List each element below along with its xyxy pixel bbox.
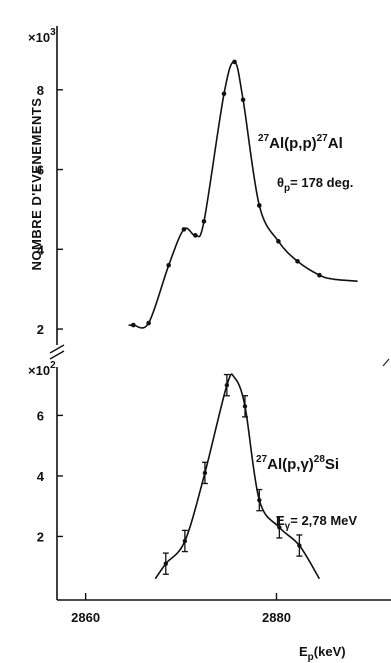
upper-annotation: 27Al(p,p)27Al θp= 178 deg.	[258, 133, 353, 194]
upper-data-point	[181, 227, 187, 232]
x-tick-label: 2880	[262, 610, 291, 625]
upper-data-point	[295, 258, 300, 264]
upper-data-point	[193, 233, 198, 238]
upper-data-point	[257, 203, 262, 208]
upper-y-tick-label: 6	[37, 163, 44, 178]
upper-data-point	[317, 272, 322, 278]
axis-break-mark	[49, 350, 65, 360]
lower-data-point	[297, 543, 302, 548]
lower-y-tick-label: 4	[37, 469, 45, 484]
reaction-label-al-pp: 27Al(p,p)27Al	[258, 133, 343, 152]
upper-y-multiplier: ×103	[28, 27, 56, 45]
upper-data-point	[221, 91, 227, 97]
lower-data-point	[242, 404, 248, 409]
upper-y-tick-label: 8	[37, 83, 44, 98]
lower-data-point	[257, 497, 262, 503]
lower-fit-curve	[154, 373, 321, 580]
reaction-label-al-pgamma: 27Al(p,γ)28Si	[256, 454, 339, 473]
upper-y-axis	[49, 26, 65, 360]
upper-data-point	[201, 219, 207, 224]
upper-data-point	[146, 320, 151, 326]
lower-data-point	[182, 538, 188, 544]
proton-angle-label: θp= 178 deg.	[277, 175, 353, 194]
lower-annotation: 27Al(p,γ)28Si Eγ= 2,78 MeV	[256, 454, 357, 532]
lower-data-point	[224, 382, 230, 388]
lower-data-point	[163, 561, 168, 566]
upper-data-point	[166, 262, 171, 268]
lower-y-tick-label: 6	[37, 408, 44, 423]
lower-y-tick-label: 2	[37, 529, 44, 544]
gamma-energy-label: Eγ= 2,78 MeV	[276, 513, 357, 532]
axis-break-mark	[49, 344, 65, 354]
lower-panel: 2 4 6 2860 2880 ×102 27Al(p,γ)28Si Eγ= 2,78 …	[28, 358, 391, 663]
lower-y-multiplier: ×102	[28, 360, 56, 378]
x-tick-label: 2860	[71, 610, 100, 625]
upper-data-point	[131, 322, 136, 328]
lower-axes	[56, 358, 391, 601]
y-axis-label: NOMBRE D'EVENEMENTS	[29, 98, 44, 271]
upper-data-point	[276, 239, 281, 244]
scan-mark	[382, 358, 390, 367]
upper-data-point	[240, 97, 246, 103]
upper-y-tick-label: 2	[37, 322, 44, 337]
x-axis-label: Ep(keV)	[299, 644, 346, 663]
upper-fit-curve	[128, 61, 358, 329]
lower-data-point	[277, 525, 282, 530]
upper-panel: 2 4 6 8 ×103 NOMBRE D'EVENEMENTS 27Al(p,p)2…	[28, 26, 358, 360]
lower-data-point	[202, 470, 208, 476]
upper-data-point	[232, 59, 237, 65]
upper-y-tick-label: 4	[37, 242, 45, 257]
